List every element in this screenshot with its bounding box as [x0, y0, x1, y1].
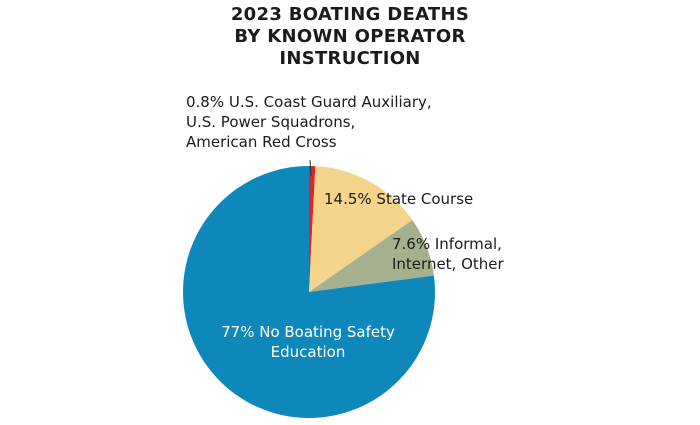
slice-no-education: [183, 166, 435, 419]
label-state-course: 14.5% State Course: [324, 189, 473, 209]
label-auxiliary-line-3: American Red Cross: [186, 133, 337, 151]
chart-title-line-3: INSTRUCTION: [279, 48, 421, 69]
label-informal: 7.6% Informal, Internet, Other: [392, 234, 504, 274]
chart-title-line-2: BY KNOWN OPERATOR: [234, 26, 466, 47]
label-informal-line-1: 7.6% Informal,: [392, 235, 502, 253]
label-none-line-2: Education: [270, 343, 346, 361]
label-auxiliary: 0.8% U.S. Coast Guard Auxiliary, U.S. Po…: [186, 92, 432, 152]
label-none-line-1: 77% No Boating Safety: [221, 323, 395, 341]
label-auxiliary-line-2: U.S. Power Squadrons,: [186, 113, 356, 131]
label-state-line-1: 14.5% State Course: [324, 190, 474, 208]
chart-title-line-1: 2023 BOATING DEATHS: [230, 4, 470, 25]
label-auxiliary-line-1: 0.8% U.S. Coast Guard Auxiliary,: [186, 93, 432, 111]
label-no-education: 77% No Boating Safety Education: [198, 322, 418, 362]
slice-informal: [309, 219, 434, 292]
pie-slices: [183, 166, 435, 419]
chart-title: 2023 BOATING DEATHS BY KNOWN OPERATOR IN…: [0, 4, 700, 70]
slice-auxiliary: [309, 166, 316, 292]
slice-state-course: [309, 166, 413, 292]
auxiliary-leader-line: [309, 159, 312, 177]
label-informal-line-2: Internet, Other: [392, 255, 504, 273]
